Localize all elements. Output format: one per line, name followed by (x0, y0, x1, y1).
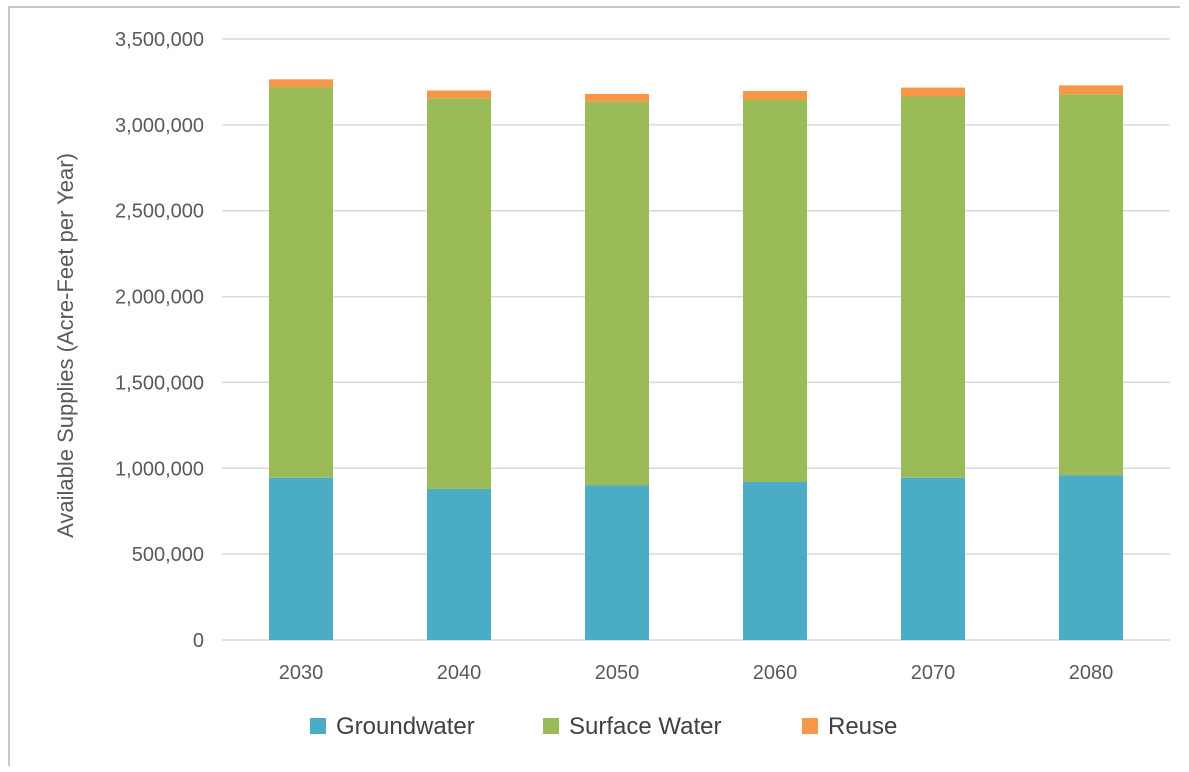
bar-segment-groundwater (743, 482, 807, 640)
x-tick-label: 2070 (911, 662, 956, 684)
x-tick-label: 2080 (1069, 662, 1114, 684)
y-tick-label: 1,500,000 (115, 372, 204, 394)
gridlines (222, 38, 1170, 641)
bar-segment-surface-water (585, 101, 649, 486)
stacked-bar-chart: 0 500,000 1,000,000 1,500,000 2,000,000 2,500… (53, 29, 1170, 740)
legend-label: Surface Water (569, 713, 722, 740)
bars (269, 79, 1123, 640)
y-tick-label: 3,500,000 (115, 29, 204, 51)
legend-label: Groundwater (336, 713, 475, 740)
bar-segment-reuse (901, 87, 965, 97)
bar-segment-surface-water (427, 98, 491, 489)
bar-segment-reuse (427, 90, 491, 99)
y-axis-title: Available Supplies (Acre-Feet per Year) (53, 153, 78, 538)
x-axis-ticks: 2030 2040 2050 2060 2070 2080 (279, 662, 1114, 684)
y-axis-ticks: 0 500,000 1,000,000 1,500,000 2,000,000 2,500… (115, 29, 204, 652)
bar-segment-reuse (1059, 85, 1123, 95)
y-tick-label: 2,500,000 (115, 201, 204, 223)
bar-segment-reuse (269, 79, 333, 88)
y-tick-label: 0 (193, 630, 204, 652)
legend-label: Reuse (828, 713, 897, 740)
y-tick-label: 500,000 (132, 544, 204, 566)
legend: Groundwater Surface Water Reuse (310, 713, 897, 740)
bar-segment-surface-water (901, 96, 965, 478)
bar-segment-groundwater (1059, 475, 1123, 640)
y-tick-label: 3,000,000 (115, 115, 204, 137)
bar-segment-reuse (743, 91, 807, 100)
x-tick-label: 2030 (279, 662, 324, 684)
bar-segment-groundwater (427, 488, 491, 640)
legend-swatch (543, 718, 559, 734)
bar-segment-groundwater (585, 485, 649, 640)
legend-swatch (802, 718, 818, 734)
y-tick-label: 2,000,000 (115, 287, 204, 309)
bar-segment-groundwater (269, 477, 333, 640)
bar-segment-surface-water (743, 99, 807, 483)
bar-segment-surface-water (1059, 94, 1123, 476)
bar-segment-groundwater (901, 477, 965, 640)
legend-swatch (310, 718, 326, 734)
y-tick-label: 1,000,000 (115, 458, 204, 480)
chart-frame: 0 500,000 1,000,000 1,500,000 2,000,000 2,500… (8, 6, 1180, 766)
x-tick-label: 2050 (595, 662, 640, 684)
bar-segment-surface-water (269, 87, 333, 478)
bar-segment-reuse (585, 93, 649, 102)
x-tick-label: 2040 (437, 662, 482, 684)
x-tick-label: 2060 (753, 662, 798, 684)
